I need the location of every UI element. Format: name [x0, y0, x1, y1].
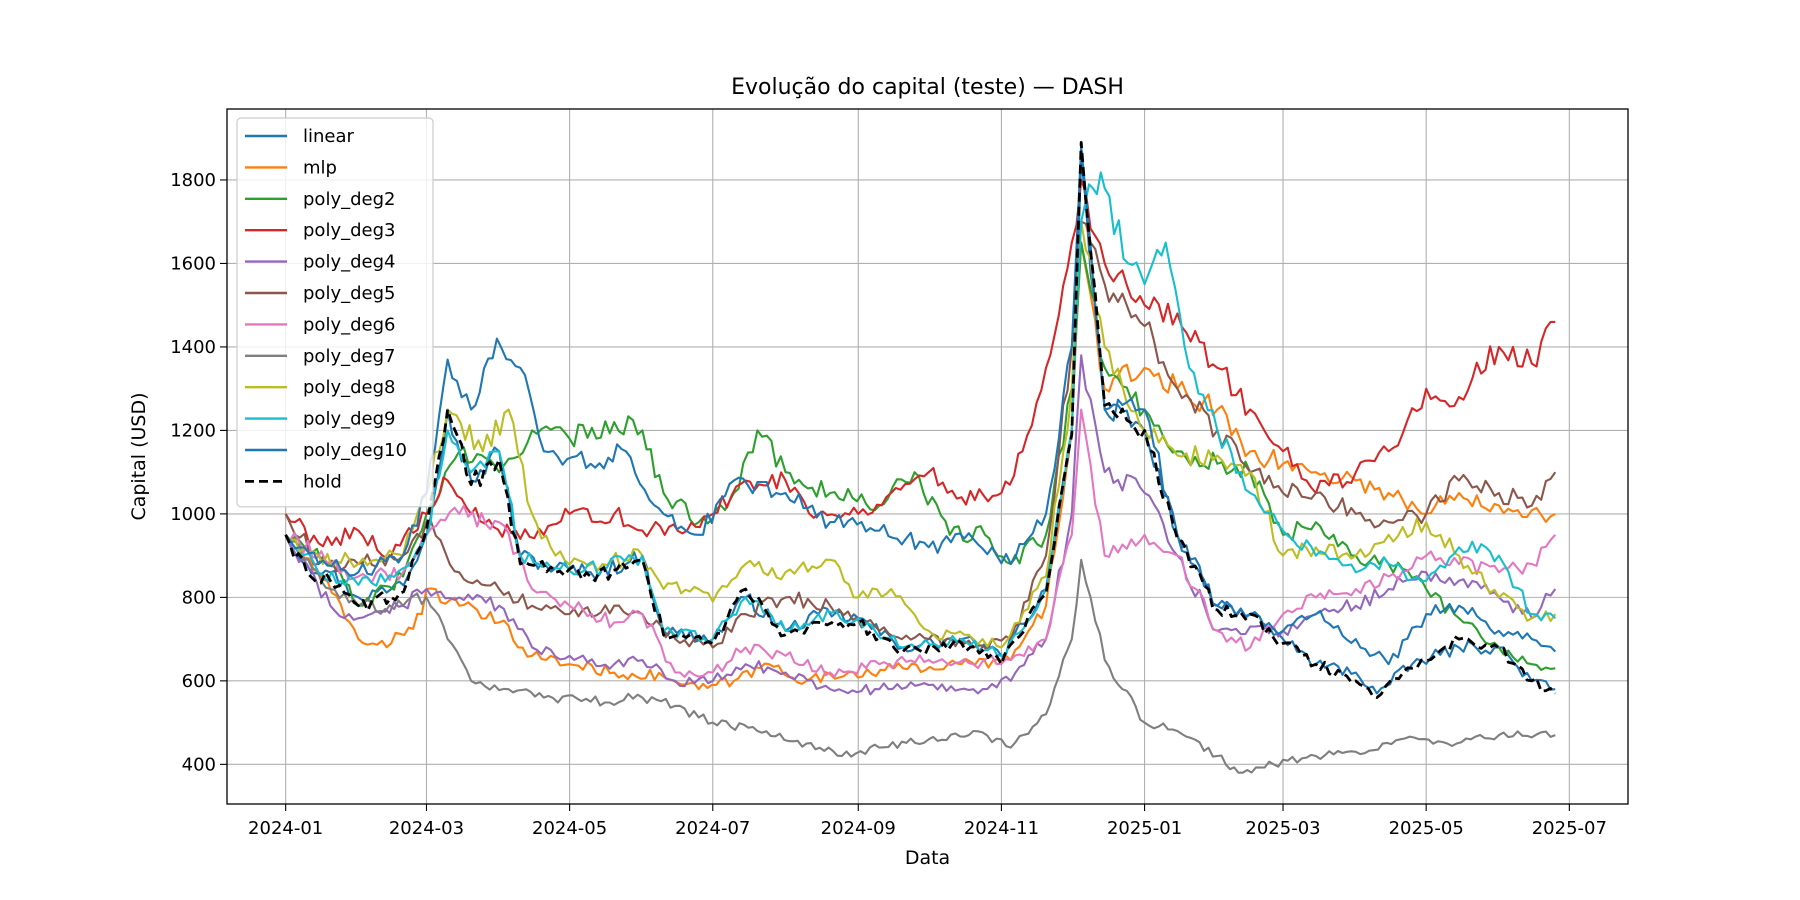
- series-line-poly_deg8: [284, 220, 1557, 649]
- series-line-poly_deg5: [284, 220, 1557, 652]
- legend-label: poly_deg8: [303, 377, 395, 398]
- y-axis-label: Capital (USD): [128, 392, 150, 520]
- x-tick-label: 2024-09: [821, 818, 896, 839]
- legend-label: poly_deg9: [303, 409, 395, 430]
- legend-label: poly_deg7: [303, 346, 395, 367]
- x-axis-ticks: 2024-01 2024-03 2024-05 2024-07 2024-09 2024-…: [248, 804, 1607, 839]
- legend-label: mlp: [303, 157, 337, 178]
- plot-frame: [226, 108, 1629, 805]
- legend-label: poly_deg5: [303, 283, 395, 304]
- legend-label: linear: [303, 126, 355, 147]
- legend-label: poly_deg4: [303, 252, 395, 273]
- x-tick-label: 2025-03: [1245, 818, 1320, 839]
- series-line-poly_deg9: [284, 171, 1557, 657]
- chart-title: Evolução do capital (teste) — DASH: [731, 75, 1124, 100]
- series-lines: [284, 141, 1557, 774]
- legend-label: poly_deg3: [303, 220, 395, 241]
- legend-label: poly_deg10: [303, 440, 407, 461]
- y-tick-label: 1600: [170, 253, 216, 274]
- x-tick-label: 2025-01: [1107, 818, 1182, 839]
- y-tick-label: 1400: [170, 337, 216, 358]
- x-tick-label: 2024-05: [532, 818, 607, 839]
- y-axis-ticks: 400 600 800 1000 1200 1400 1600 1800: [170, 170, 227, 775]
- y-tick-label: 800: [182, 587, 216, 608]
- x-axis-label: Data: [905, 847, 950, 869]
- legend-label: hold: [303, 471, 342, 492]
- x-tick-label: 2024-11: [964, 818, 1039, 839]
- y-tick-label: 600: [182, 671, 216, 692]
- series-line-poly_deg4: [284, 354, 1557, 696]
- series-line-hold: [284, 141, 1557, 699]
- x-tick-label: 2024-07: [675, 818, 750, 839]
- y-tick-label: 1800: [170, 170, 216, 191]
- legend-label: poly_deg6: [303, 314, 395, 335]
- x-tick-label: 2025-05: [1389, 818, 1464, 839]
- y-tick-label: 1200: [170, 420, 216, 441]
- series-line-poly_deg3: [284, 178, 1556, 560]
- y-tick-label: 400: [182, 754, 216, 775]
- series-line-poly_deg10: [284, 145, 1557, 666]
- x-tick-label: 2025-07: [1532, 818, 1607, 839]
- legend-box: [236, 117, 434, 508]
- x-tick-label: 2024-03: [389, 818, 464, 839]
- grid-lines: [227, 109, 1628, 804]
- series-line-poly_deg7: [284, 534, 1556, 774]
- legend-label: poly_deg2: [303, 189, 395, 210]
- legend: linear mlp poly_deg2 poly_deg3 poly_deg4poly…: [236, 117, 434, 508]
- series-line-poly_deg6: [284, 408, 1557, 678]
- y-tick-label: 1000: [170, 504, 216, 525]
- x-tick-label: 2024-01: [248, 818, 323, 839]
